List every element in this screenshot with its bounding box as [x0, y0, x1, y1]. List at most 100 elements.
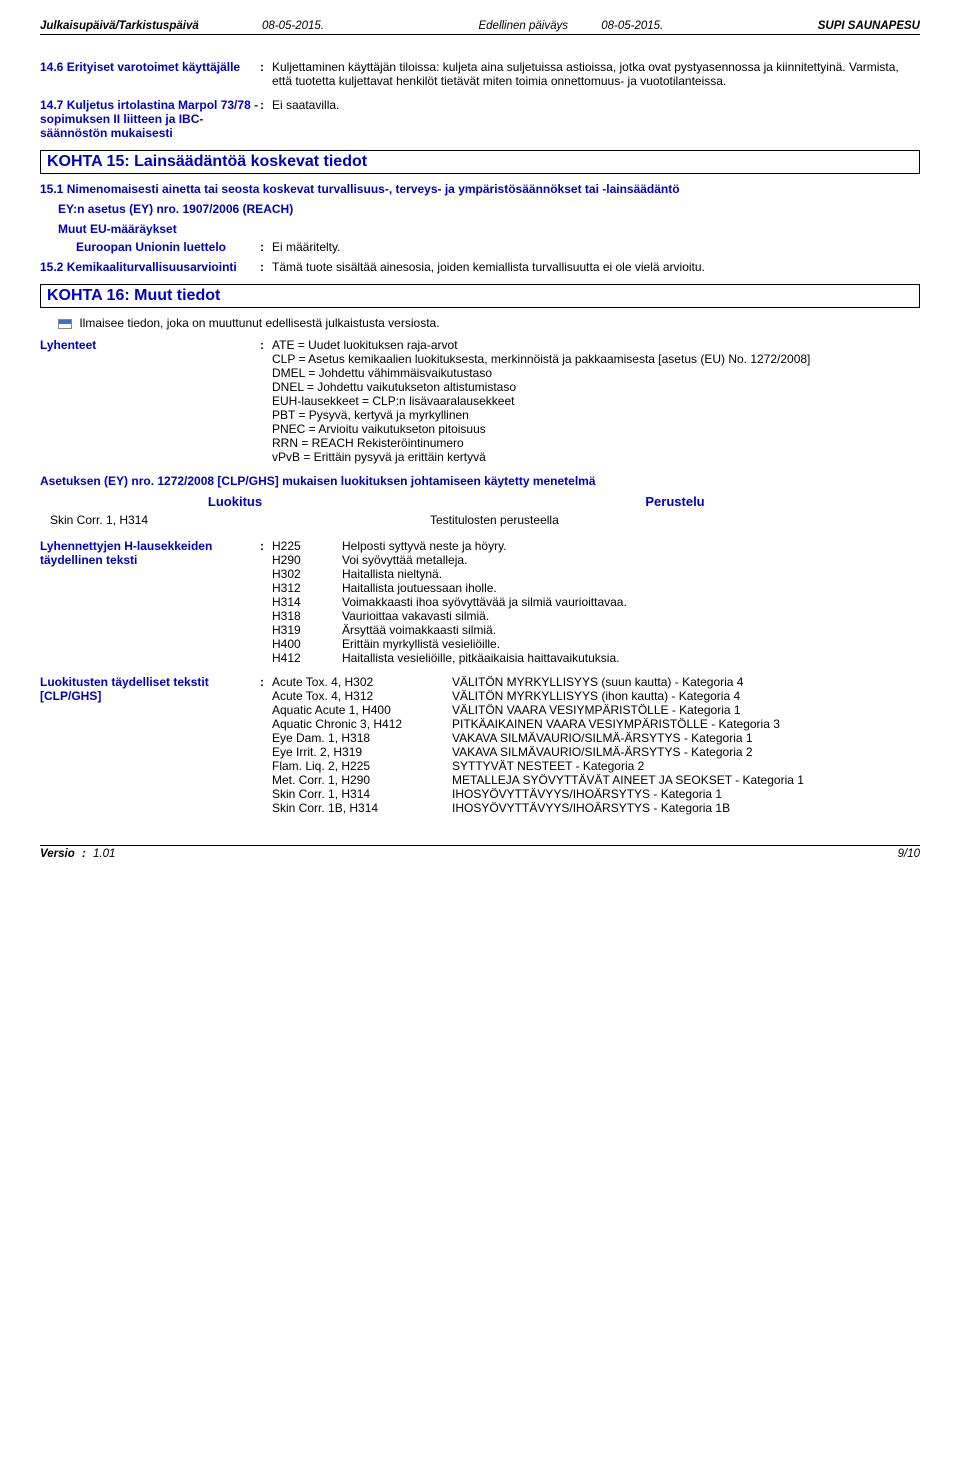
class-left: Skin Corr. 1, H314 — [40, 513, 430, 527]
clp-row: Skin Corr. 1B, H314IHOSYÖVYTTÄVYYS/IHOÄR… — [272, 801, 920, 815]
header-left-date: 08-05-2015. — [262, 20, 324, 32]
clp-left: Aquatic Chronic 3, H412 — [272, 717, 452, 731]
row-lyhenteet: Lyhenteet : ATE = Uudet luokituksen raja… — [40, 338, 920, 464]
class-right: Testitulosten perusteella — [430, 513, 920, 527]
section-16-box: KOHTA 16: Muut tiedot — [40, 284, 920, 308]
h-code-row: H302Haitallista nieltynä. — [272, 567, 920, 581]
h-code: H225 — [272, 539, 342, 553]
header-product: SUPI SAUNAPESU — [818, 20, 920, 32]
clp-row: Aquatic Chronic 3, H412PITKÄAIKAINEN VAA… — [272, 717, 920, 731]
clp-right: VÄLITÖN MYRKYLLISYYS (suun kautta) - Kat… — [452, 675, 920, 689]
lyhenteet-text: ATE = Uudet luokituksen raja-arvot CLP =… — [272, 338, 920, 464]
header-mid-label: Edellinen päiväys — [478, 20, 568, 32]
colon: : — [260, 240, 272, 254]
eu-list-value: Ei määritelty. — [272, 240, 920, 254]
h-code: H412 — [272, 651, 342, 665]
h-code-row: H225Helposti syttyvä neste ja höyry. — [272, 539, 920, 553]
clp-right: PITKÄAIKAINEN VAARA VESIYMPÄRISTÖLLE - K… — [452, 717, 920, 731]
section-15-box: KOHTA 15: Lainsäädäntöä koskevat tiedot — [40, 150, 920, 174]
clp-row: Acute Tox. 4, H302VÄLITÖN MYRKYLLISYYS (… — [272, 675, 920, 689]
flag-note: Ilmaisee tiedon, joka on muuttunut edell… — [58, 316, 920, 330]
h-code: H400 — [272, 637, 342, 651]
clp-row: Met. Corr. 1, H290METALLEJA SYÖVYTTÄVÄT … — [272, 773, 920, 787]
h-code: H314 — [272, 595, 342, 609]
clp-right: IHOSYÖVYTTÄVYYS/IHOÄRSYTYS - Kategoria 1 — [452, 787, 920, 801]
clp-right: METALLEJA SYÖVYTTÄVÄT AINEET JA SEOKSET … — [452, 773, 920, 787]
h-code: H290 — [272, 553, 342, 567]
label-14-7: 14.7 Kuljetus irtolastina Marpol 73/78 -… — [40, 98, 260, 140]
clp-row: Skin Corr. 1, H314IHOSYÖVYTTÄVYYS/IHOÄRS… — [272, 787, 920, 801]
row-14-6: 14.6 Erityiset varotoimet käyttäjälle : … — [40, 60, 920, 88]
clp-left: Met. Corr. 1, H290 — [272, 773, 452, 787]
clp-left: Acute Tox. 4, H302 — [272, 675, 452, 689]
h-text: Helposti syttyvä neste ja höyry. — [342, 539, 920, 553]
eu-list-label: Euroopan Unionin luettelo — [76, 240, 260, 254]
class-head-left: Luokitus — [40, 494, 430, 509]
clp-left: Flam. Liq. 2, H225 — [272, 759, 452, 773]
clp-row: Acute Tox. 4, H312VÄLITÖN MYRKYLLISYYS (… — [272, 689, 920, 703]
header-mid: Edellinen päiväys 08-05-2015. — [478, 20, 663, 32]
h-code-row: H290Voi syövyttää metalleja. — [272, 553, 920, 567]
footer-page: 9/10 — [898, 848, 920, 860]
header-mid-date: 08-05-2015. — [601, 20, 663, 32]
h-codes-list: H225Helposti syttyvä neste ja höyry.H290… — [272, 539, 920, 665]
label-15-2: 15.2 Kemikaaliturvallisuusarviointi — [40, 260, 260, 274]
clp-right: VÄLITÖN VAARA VESIYMPÄRISTÖLLE - Kategor… — [452, 703, 920, 717]
clp-right: VAKAVA SILMÄVAURIO/SILMÄ-ÄRSYTYS - Kateg… — [452, 731, 920, 745]
clp-left: Eye Irrit. 2, H319 — [272, 745, 452, 759]
flag-icon — [58, 319, 72, 329]
clp-right: SYTTYVÄT NESTEET - Kategoria 2 — [452, 759, 920, 773]
page-footer: Versio : 1.01 9/10 — [40, 845, 920, 860]
section-15-title: KOHTA 15: Lainsäädäntöä koskevat tiedot — [47, 153, 367, 170]
lyhenteet-label: Lyhenteet — [40, 338, 260, 464]
page-header: Julkaisupäivä/Tarkistuspäivä 08-05-2015.… — [40, 20, 920, 35]
colon: : — [260, 98, 272, 140]
h-code-row: H318Vaurioittaa vakavasti silmiä. — [272, 609, 920, 623]
h-text: Haitallista vesieliöille, pitkäaikaisia … — [342, 651, 920, 665]
clp-left: Acute Tox. 4, H312 — [272, 689, 452, 703]
versio-value: 1.01 — [93, 848, 115, 860]
heading-15-1: 15.1 Nimenomaisesti ainetta tai seosta k… — [40, 182, 920, 196]
h-code-row: H312Haitallista joutuessaan iholle. — [272, 581, 920, 595]
value-15-2: Tämä tuote sisältää ainesosia, joiden ke… — [272, 260, 920, 274]
h-text: Voi syövyttää metalleja. — [342, 553, 920, 567]
clp-left: Eye Dam. 1, H318 — [272, 731, 452, 745]
clp-right: VÄLITÖN MYRKYLLISYYS (ihon kautta) - Kat… — [452, 689, 920, 703]
h-text: Erittäin myrkyllistä vesieliöille. — [342, 637, 920, 651]
classification-table: Luokitus Perustelu Skin Corr. 1, H314 Te… — [40, 494, 920, 527]
clp-row: Flam. Liq. 2, H225SYTTYVÄT NESTEET - Kat… — [272, 759, 920, 773]
versio-label: Versio — [40, 848, 75, 860]
h-code-row: H314Voimakkaasti ihoa syövyttävää ja sil… — [272, 595, 920, 609]
h-full-label: Lyhennettyjen H-lausekkeiden täydellinen… — [40, 539, 260, 665]
colon: : — [260, 675, 272, 815]
clp-label: Luokitusten täydelliset tekstit [CLP/GHS… — [40, 675, 260, 815]
clp-list: Acute Tox. 4, H302VÄLITÖN MYRKYLLISYYS (… — [272, 675, 920, 815]
method-heading: Asetuksen (EY) nro. 1272/2008 [CLP/GHS] … — [40, 474, 920, 488]
h-text: Haitallista joutuessaan iholle. — [342, 581, 920, 595]
h-text: Ärsyttää voimakkaasti silmiä. — [342, 623, 920, 637]
colon: : — [260, 60, 272, 88]
colon: : — [260, 260, 272, 274]
flag-text: Ilmaisee tiedon, joka on muuttunut edell… — [79, 316, 439, 330]
label-14-6: 14.6 Erityiset varotoimet käyttäjälle — [40, 60, 260, 88]
h-code: H312 — [272, 581, 342, 595]
h-text: Vaurioittaa vakavasti silmiä. — [342, 609, 920, 623]
header-left: Julkaisupäivä/Tarkistuspäivä 08-05-2015. — [40, 20, 324, 32]
ey-asetus: EY:n asetus (EY) nro. 1907/2006 (REACH) — [58, 202, 920, 216]
clp-left: Aquatic Acute 1, H400 — [272, 703, 452, 717]
row-clp: Luokitusten täydelliset tekstit [CLP/GHS… — [40, 675, 920, 815]
class-head-right: Perustelu — [430, 494, 920, 509]
row-h-full: Lyhennettyjen H-lausekkeiden täydellinen… — [40, 539, 920, 665]
clp-row: Aquatic Acute 1, H400VÄLITÖN VAARA VESIY… — [272, 703, 920, 717]
colon: : — [260, 338, 272, 464]
clp-right: VAKAVA SILMÄVAURIO/SILMÄ-ÄRSYTYS - Kateg… — [452, 745, 920, 759]
value-14-7: Ei saatavilla. — [272, 98, 920, 140]
h-code: H302 — [272, 567, 342, 581]
h-code-row: H400Erittäin myrkyllistä vesieliöille. — [272, 637, 920, 651]
clp-left: Skin Corr. 1B, H314 — [272, 801, 452, 815]
clp-row: Eye Irrit. 2, H319VAKAVA SILMÄVAURIO/SIL… — [272, 745, 920, 759]
clp-left: Skin Corr. 1, H314 — [272, 787, 452, 801]
h-code-row: H412Haitallista vesieliöille, pitkäaikai… — [272, 651, 920, 665]
row-15-2: 15.2 Kemikaaliturvallisuusarviointi : Tä… — [40, 260, 920, 274]
row-14-7: 14.7 Kuljetus irtolastina Marpol 73/78 -… — [40, 98, 920, 140]
